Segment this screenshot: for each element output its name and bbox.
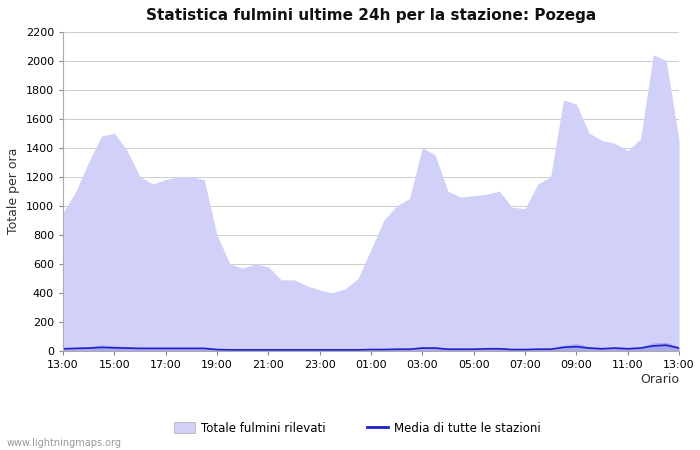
Y-axis label: Totale per ora: Totale per ora: [7, 148, 20, 234]
Text: Orario: Orario: [640, 374, 679, 387]
Title: Statistica fulmini ultime 24h per la stazione: Pozega: Statistica fulmini ultime 24h per la sta…: [146, 9, 596, 23]
Text: www.lightningmaps.org: www.lightningmaps.org: [7, 438, 122, 448]
